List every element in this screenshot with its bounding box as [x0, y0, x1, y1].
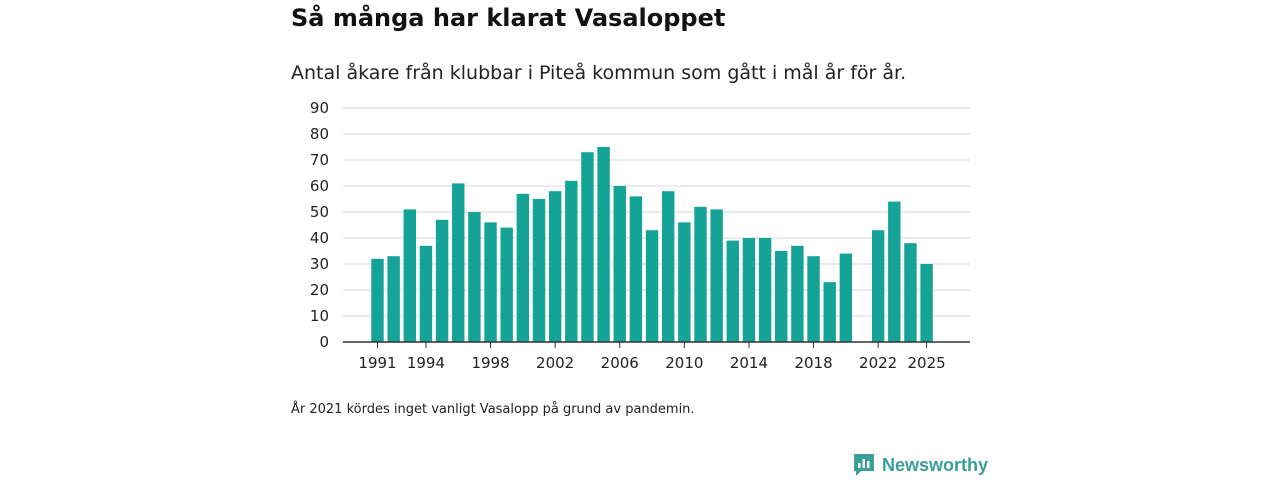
y-tick-label: 60 [310, 177, 329, 195]
bar-2010 [678, 222, 691, 342]
y-tick-label: 10 [310, 307, 329, 325]
bar-2017 [791, 245, 804, 342]
bar-2003 [565, 180, 578, 342]
chart-subtitle: Antal åkare från klubbar i Piteå kommun … [291, 62, 907, 84]
brand-name: Newsworthy [882, 454, 989, 475]
bar-2009 [662, 191, 675, 342]
brand: Newsworthy [852, 452, 988, 478]
bar-1997 [468, 212, 481, 342]
bar-2024 [904, 243, 917, 342]
bar-2022 [871, 230, 885, 342]
x-tick-label: 2014 [730, 354, 768, 372]
bar-1996 [452, 183, 465, 342]
bar-1999 [500, 227, 513, 342]
bar-chart: 0 10 20 30 40 50 60 70 80 90 1991 1994 1998 2002 2006… [310, 99, 970, 372]
footnote: År 2021 kördes inget vanligt Vasalopp på… [291, 402, 695, 417]
x-tick-label: 2006 [601, 354, 639, 372]
bar-1995 [435, 219, 449, 342]
bar-2005 [597, 147, 610, 342]
x-tick-label: 2018 [794, 354, 832, 372]
bar-2020 [839, 253, 853, 342]
x-tick-label: 2002 [536, 354, 574, 372]
bar-1991 [371, 258, 384, 342]
bar-2011 [694, 206, 707, 342]
y-tick-label: 0 [319, 333, 329, 351]
x-tick-label: 1998 [471, 354, 509, 372]
bar-1994 [419, 245, 433, 342]
y-tick-label: 30 [310, 255, 329, 273]
bar-2019 [823, 282, 836, 342]
bar-2014 [742, 238, 756, 342]
y-tick-label: 40 [310, 229, 329, 247]
bar-2015 [758, 238, 772, 342]
bar-1992 [387, 256, 400, 342]
bar-1998 [484, 222, 497, 342]
newsworthy-logo-icon [854, 454, 874, 476]
x-tick-label: 1991 [358, 354, 396, 372]
x-tick-label: 2025 [908, 354, 946, 372]
x-tick-label: 2022 [859, 354, 897, 372]
bar-2008 [645, 230, 659, 342]
bar-2023 [888, 201, 901, 342]
y-axis-ticks: 0 10 20 30 40 50 60 70 80 90 [310, 99, 329, 351]
bar-2016 [775, 251, 788, 342]
bar-2025 [920, 264, 933, 342]
bars [371, 147, 933, 342]
x-axis-ticks: 1991 1994 1998 2002 2006 2010 2014 2018 2022 2025 [358, 342, 946, 372]
bar-2006 [613, 186, 626, 342]
bar-2000 [516, 193, 530, 342]
y-tick-label: 70 [310, 151, 329, 169]
x-tick-label: 2010 [665, 354, 703, 372]
bar-2013 [726, 240, 739, 342]
y-tick-label: 20 [310, 281, 329, 299]
bar-2012 [710, 209, 723, 342]
bar-2004 [581, 152, 594, 342]
bar-2002 [548, 191, 562, 342]
y-tick-label: 90 [310, 99, 329, 117]
bar-2007 [629, 196, 643, 342]
y-tick-label: 50 [310, 203, 329, 221]
chart-title: Så många har klarat Vasaloppet [291, 4, 726, 32]
bar-2001 [532, 199, 546, 342]
bar-2018 [807, 256, 820, 342]
y-tick-label: 80 [310, 125, 329, 143]
bar-1993 [403, 209, 416, 342]
x-tick-label: 1994 [407, 354, 445, 372]
